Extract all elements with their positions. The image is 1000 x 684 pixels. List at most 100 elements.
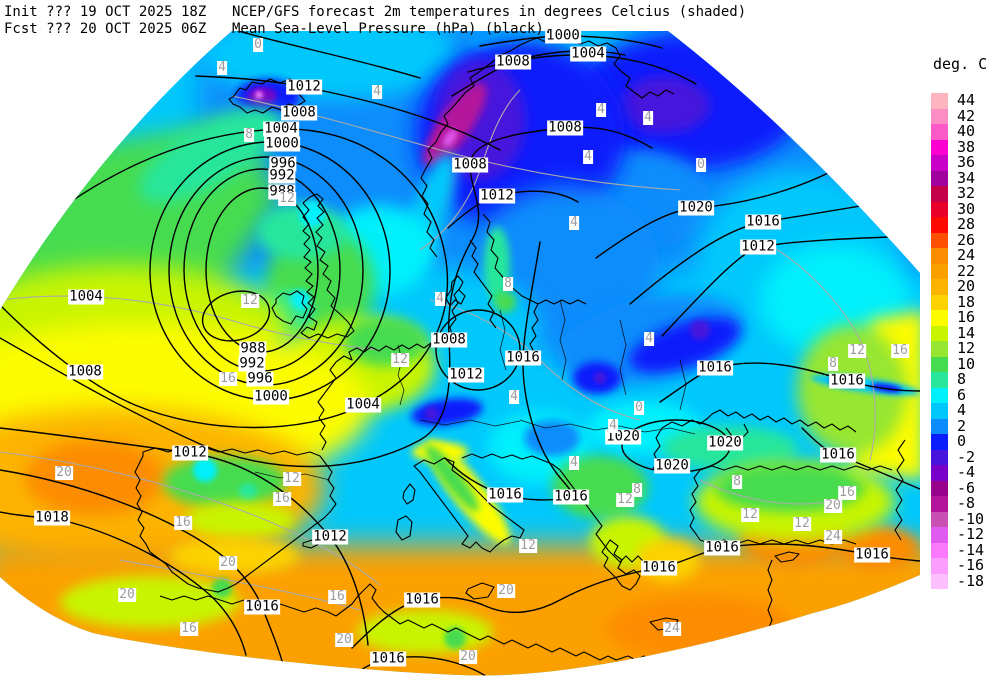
temperature-contour-label: 4 xyxy=(644,331,654,346)
colorbar-swatch xyxy=(931,232,948,248)
pressure-label: 1016 xyxy=(745,213,781,230)
pressure-label: 1016 xyxy=(820,446,856,463)
pressure-label: 1008 xyxy=(495,53,531,70)
pressure-label: 1000 xyxy=(545,27,581,44)
temperature-contour-label: 4 xyxy=(643,110,653,125)
temperature-contour-label: 16 xyxy=(174,515,192,530)
colorbar-title: deg. C xyxy=(933,55,988,73)
fcst-time-label: Fcst ??? 20 OCT 2025 06Z xyxy=(4,21,207,37)
pressure-label: 1018 xyxy=(34,509,70,526)
temperature-contour-label: 0 xyxy=(634,400,644,415)
temperature-contour-label: 12 xyxy=(278,191,296,206)
map-title-line1: NCEP/GFS forecast 2m temperatures in deg… xyxy=(232,4,747,20)
colorbar-value: 34 xyxy=(957,168,976,187)
temperature-contour-label: 8 xyxy=(503,276,513,291)
colorbar-value: 10 xyxy=(957,354,976,373)
colorbar-entry: -18 xyxy=(931,573,984,589)
colorbar-swatch xyxy=(931,248,948,264)
colorbar-entry: 44 xyxy=(931,93,984,109)
colorbar-entry: -16 xyxy=(931,558,984,574)
colorbar-swatch xyxy=(931,93,948,109)
colorbar-swatch xyxy=(931,573,948,589)
temperature-contour-label: 4 xyxy=(569,215,579,230)
colorbar-swatch xyxy=(931,403,948,419)
temperature-contour-label: 20 xyxy=(118,587,136,602)
temperature-contour-label: 0 xyxy=(696,157,706,172)
temperature-contour-label: 20 xyxy=(497,583,515,598)
colorbar-entry: 28 xyxy=(931,217,984,233)
colorbar-swatch xyxy=(931,527,948,543)
pressure-label: 1004 xyxy=(570,45,606,62)
pressure-label: 1020 xyxy=(707,434,743,451)
temperature-contour-label: 24 xyxy=(663,621,681,636)
colorbar-entry: 24 xyxy=(931,248,984,264)
temperature-contour-label: 20 xyxy=(824,498,842,513)
colorbar-swatch xyxy=(931,558,948,574)
pressure-label: 1004 xyxy=(263,120,299,137)
temperature-contour-label: 4 xyxy=(583,149,593,164)
pressure-label: 1008 xyxy=(431,331,467,348)
colorbar-value: 18 xyxy=(957,292,976,311)
colorbar-entry: -10 xyxy=(931,511,984,527)
colorbar-swatch xyxy=(931,279,948,295)
colorbar-value: 0 xyxy=(957,432,967,451)
temperature-contour-label: 12 xyxy=(241,293,259,308)
pressure-label: 1016 xyxy=(404,591,440,608)
temperature-contour-label: 12 xyxy=(283,471,301,486)
pressure-label: 1016 xyxy=(370,650,406,667)
pressure-label: 996 xyxy=(246,370,274,387)
pressure-label: 992 xyxy=(238,355,266,372)
colorbar-entry: 36 xyxy=(931,155,984,171)
colorbar-value: 16 xyxy=(957,308,976,327)
pressure-label: 996 xyxy=(269,155,297,172)
temperature-contour-label: 20 xyxy=(459,649,477,664)
colorbar-value: 30 xyxy=(957,199,976,218)
colorbar-swatch xyxy=(931,511,948,527)
colorbar-entry: -14 xyxy=(931,542,984,558)
colorbar-swatch xyxy=(931,542,948,558)
pressure-label: 1020 xyxy=(678,199,714,216)
colorbar-swatch xyxy=(931,108,948,124)
colorbar-swatch xyxy=(931,263,948,279)
colorbar-entry: 22 xyxy=(931,263,984,279)
colorbar-value: 6 xyxy=(957,385,967,404)
temperature-contour-label: 8 xyxy=(632,482,642,497)
temperature-contour-label: 4 xyxy=(372,84,382,99)
temperature-contour-label: 12 xyxy=(848,343,866,358)
colorbar-swatch xyxy=(931,170,948,186)
colorbar-entry: 2 xyxy=(931,418,984,434)
colorbar-value: 38 xyxy=(957,137,976,156)
temperature-contour-label: 20 xyxy=(219,555,237,570)
colorbar-entry: 40 xyxy=(931,124,984,140)
pressure-label: 1004 xyxy=(345,396,381,413)
colorbar-swatch xyxy=(931,294,948,310)
colorbar-swatch xyxy=(931,124,948,140)
colorbar-value: 26 xyxy=(957,230,976,249)
temperature-contour-label: 20 xyxy=(335,632,353,647)
pressure-label: 1012 xyxy=(740,238,776,255)
pressure-label: 1016 xyxy=(704,539,740,556)
pressure-label: 1012 xyxy=(448,366,484,383)
colorbar-value: 4 xyxy=(957,401,967,420)
pressure-label: 1016 xyxy=(829,372,865,389)
temperature-contour-label: 12 xyxy=(741,507,759,522)
temperature-contour-label: 4 xyxy=(435,291,445,306)
pressure-label: 1012 xyxy=(479,187,515,204)
colorbar-entry: 42 xyxy=(931,108,984,124)
colorbar-entry: 16 xyxy=(931,310,984,326)
colorbar-entry: -6 xyxy=(931,480,984,496)
temperature-contour-label: 24 xyxy=(824,529,842,544)
colorbar-value: -2 xyxy=(957,447,976,466)
pressure-label: 988 xyxy=(239,340,267,357)
pressure-label: 1008 xyxy=(281,104,317,121)
colorbar-entry: 20 xyxy=(931,279,984,295)
temperature-contour-label: 4 xyxy=(569,455,579,470)
colorbar-entry: -8 xyxy=(931,496,984,512)
colorbar-entry: 26 xyxy=(931,230,984,249)
colorbar-value: -12 xyxy=(957,525,985,544)
colorbar-swatch xyxy=(931,434,948,450)
